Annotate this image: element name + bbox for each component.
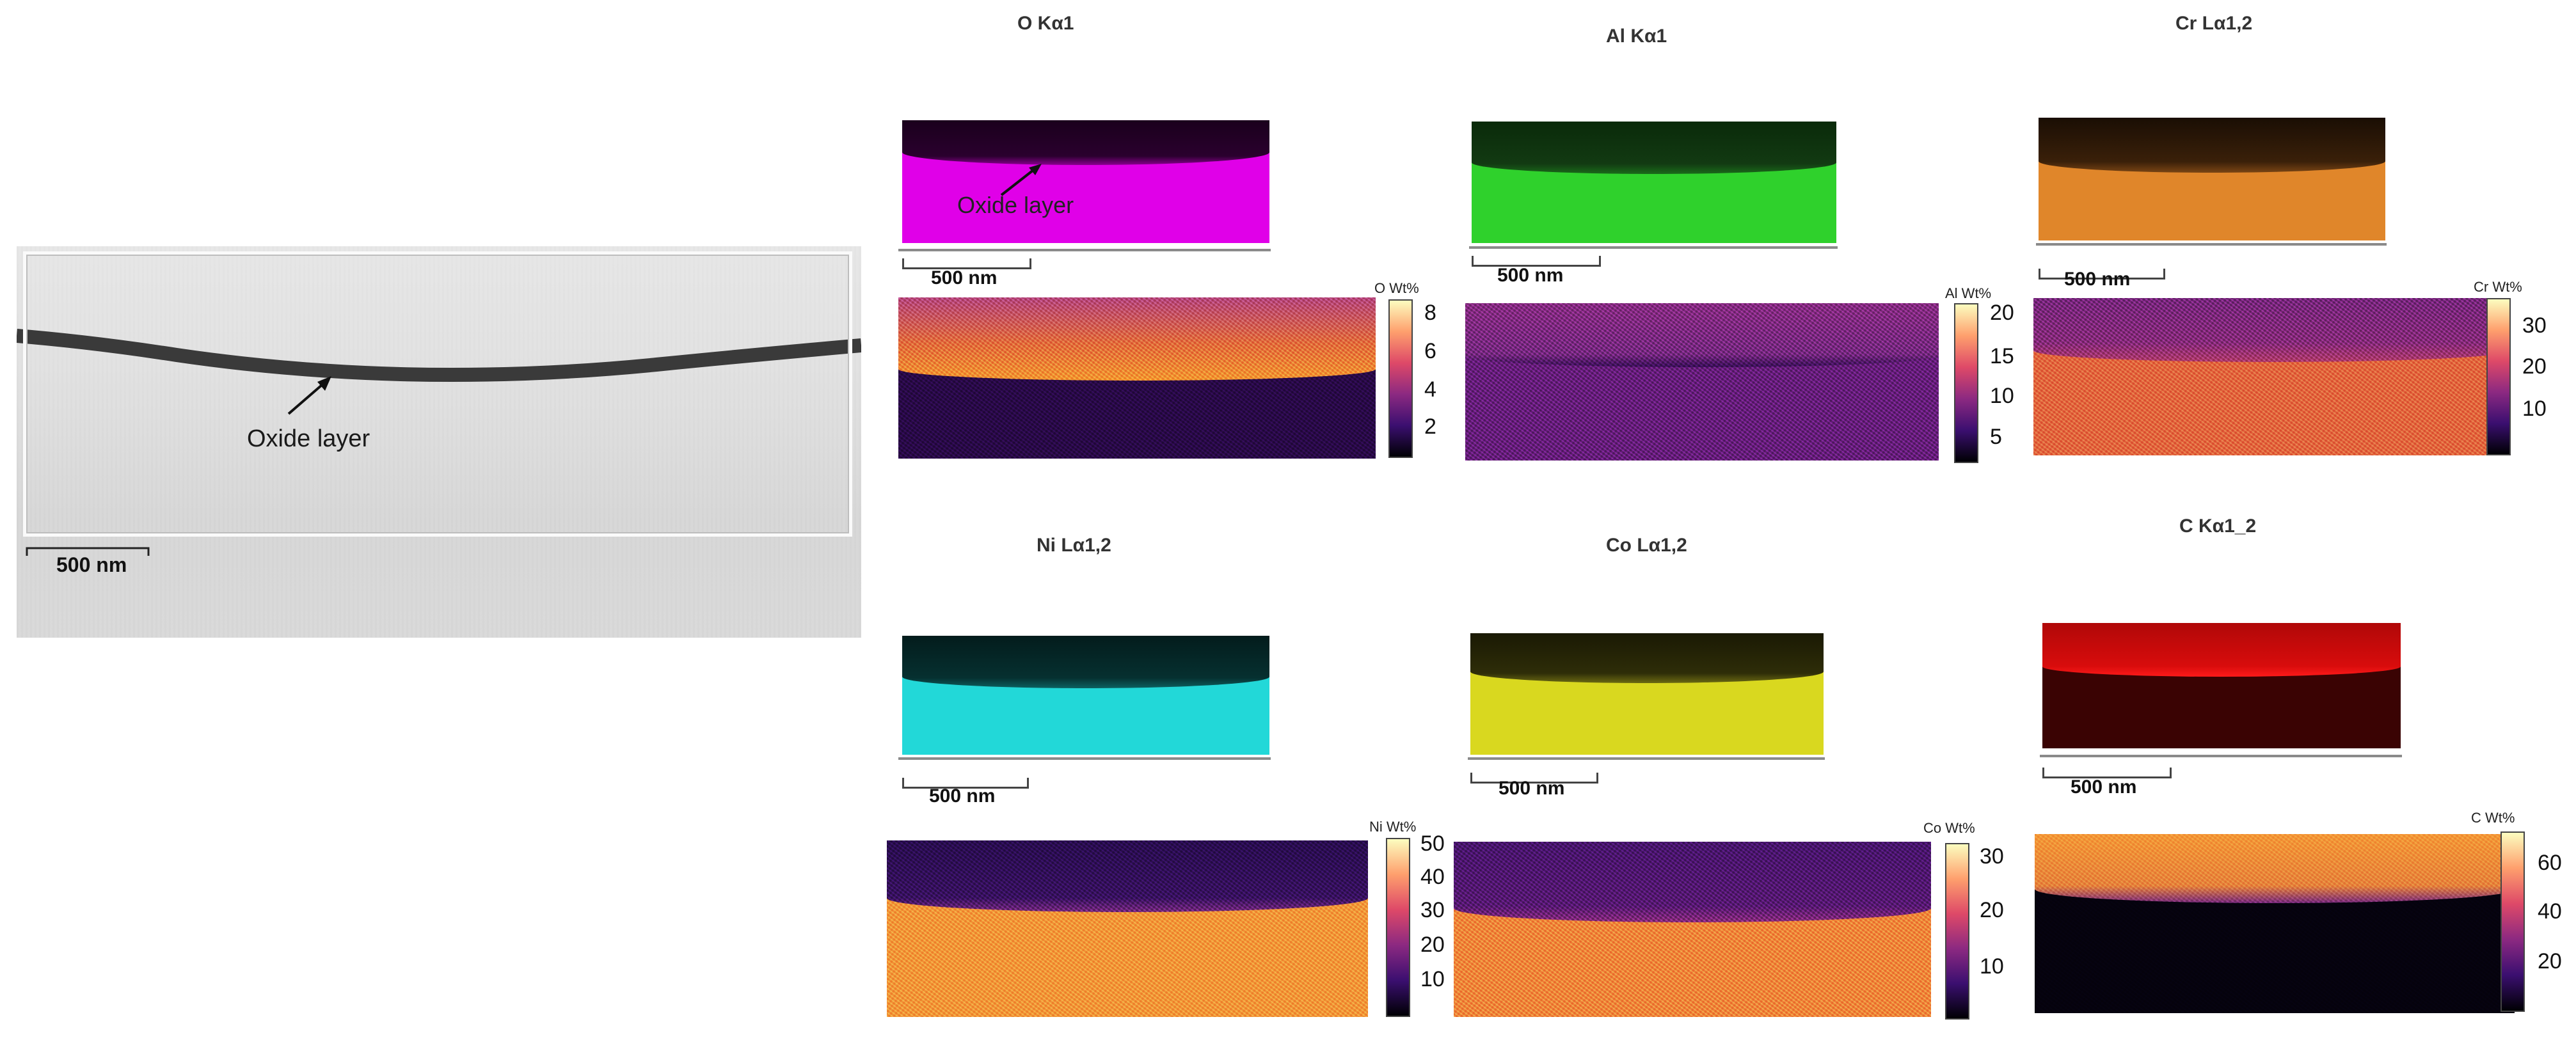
map-cr-scalebar (2039, 269, 2165, 280)
map-o-underline (898, 249, 1271, 251)
map-al-underline (1469, 246, 1838, 249)
oxide-layer-band (17, 329, 861, 382)
panel-title-ni: Ni Lα1,2 (1037, 535, 1111, 556)
map-c-scalebar (2042, 768, 2172, 778)
oxide-arrow (287, 379, 328, 415)
cbar-o-tick: 4 (1424, 377, 1436, 402)
cbar-o-tick: 2 (1424, 414, 1436, 439)
cbar-co-tick: 20 (1980, 898, 2004, 922)
tem-scale-text: 500 nm (56, 553, 127, 576)
oxide-arrowhead (317, 376, 331, 391)
map-co-scale-text: 500 nm (1499, 778, 1565, 799)
cbar-o (1388, 299, 1413, 458)
cbar-o-tick: 6 (1424, 339, 1436, 363)
heat-o (898, 297, 1376, 459)
oxide-line-graphic (17, 329, 861, 556)
map-al (1472, 122, 1836, 243)
map-o-arrow (1000, 164, 1042, 196)
map-co (1470, 633, 1824, 755)
cbar-ni-tick: 10 (1420, 967, 1445, 991)
cbar-co-tick: 30 (1980, 844, 2004, 869)
cbar-cr-unit: Cr Wt% (2474, 279, 2522, 295)
map-ni-scale-text: 500 nm (929, 785, 996, 807)
tem-frame (23, 251, 852, 537)
map-co-scalebar (1470, 773, 1598, 784)
map-cr-underline (2036, 243, 2387, 246)
cbar-al-tick: 10 (1990, 384, 2014, 408)
cbar-co-unit: Co Wt% (1923, 820, 1975, 836)
cbar-al-tick: 20 (1990, 301, 2014, 325)
cbar-cr-tick: 10 (2522, 397, 2547, 421)
cbar-co (1945, 843, 1969, 1020)
heat-cr (2033, 298, 2511, 455)
cbar-c-tick: 40 (2538, 899, 2562, 924)
heat-c (2035, 834, 2515, 1013)
panel-title-c: C Kα1_2 (2179, 516, 2257, 537)
cbar-c-tick: 20 (2538, 949, 2562, 973)
map-o (902, 120, 1269, 243)
map-o-scale-text: 500 nm (931, 267, 998, 288)
cbar-c-unit: C Wt% (2471, 810, 2515, 826)
cbar-cr-tick: 20 (2522, 354, 2547, 379)
cbar-co-tick: 10 (1980, 954, 2004, 979)
map-c-scale-text: 500 nm (2071, 776, 2137, 798)
map-al-scale-text: 500 nm (1497, 265, 1564, 286)
cbar-c-tick: 60 (2538, 851, 2562, 875)
cbar-ni-tick: 50 (1420, 831, 1445, 856)
heat-al (1465, 303, 1939, 461)
panel-title-o: O Kα1 (1017, 13, 1074, 34)
map-ni-scalebar (902, 778, 1029, 789)
cbar-ni-unit: Ni Wt% (1369, 819, 1417, 835)
cbar-ni (1386, 838, 1410, 1017)
tem-oxide-label: Oxide layer (247, 425, 370, 452)
heat-co (1454, 842, 1931, 1017)
panel-title-al: Al Kα1 (1606, 26, 1667, 47)
cbar-o-tick: 8 (1424, 301, 1436, 325)
cbar-al-tick: 5 (1990, 425, 2002, 449)
map-cr (2039, 118, 2385, 240)
tem-scalebar (26, 547, 150, 556)
cbar-cr-tick: 30 (2522, 313, 2547, 338)
map-al-scalebar (1472, 256, 1601, 267)
cbar-c (2500, 831, 2525, 1012)
panel-title-co: Co Lα1,2 (1606, 535, 1687, 556)
tem-micrograph: Oxide layer 500 nm (17, 246, 861, 638)
map-o-annotation: Oxide layer (957, 192, 1074, 218)
cbar-ni-tick: 40 (1420, 865, 1445, 889)
map-ni-underline (898, 757, 1271, 760)
tem-texture (17, 246, 861, 638)
cbar-ni-tick: 20 (1420, 933, 1445, 957)
map-o-scalebar (902, 258, 1031, 269)
cbar-al-tick: 15 (1990, 344, 2014, 368)
cbar-o-unit: O Wt% (1374, 280, 1419, 296)
map-cr-scale-text: 500 nm (2064, 269, 2131, 290)
cbar-al (1954, 303, 1978, 463)
cbar-al-unit: Al Wt% (1945, 285, 1992, 301)
heat-ni (887, 840, 1368, 1017)
map-co-underline (1468, 757, 1825, 760)
map-c (2042, 623, 2401, 748)
map-c-underline (2040, 755, 2402, 757)
map-ni (902, 636, 1269, 755)
panel-title-cr: Cr Lα1,2 (2175, 13, 2253, 34)
cbar-cr (2486, 298, 2511, 455)
cbar-ni-tick: 30 (1420, 898, 1445, 922)
